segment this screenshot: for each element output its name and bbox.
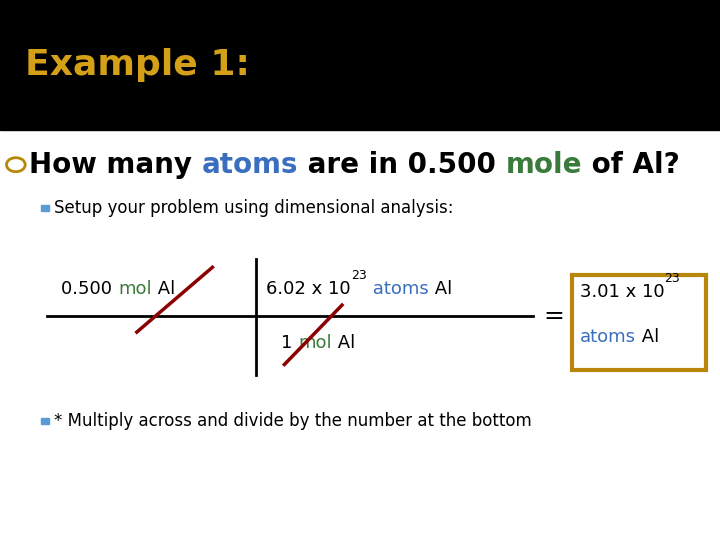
Text: mole: mole	[505, 151, 582, 179]
Text: 0.500: 0.500	[61, 280, 118, 299]
Text: How many: How many	[29, 151, 202, 179]
Text: 1: 1	[281, 334, 298, 352]
Text: atoms: atoms	[202, 151, 298, 179]
Bar	[41, 205, 49, 211]
Text: Setup your problem using dimensional analysis:: Setup your problem using dimensional ana…	[54, 199, 454, 217]
Text: 6.02 x 10: 6.02 x 10	[266, 280, 351, 298]
Text: of Al?: of Al?	[582, 151, 680, 179]
Text: atoms: atoms	[366, 280, 428, 298]
Text: mol: mol	[298, 334, 331, 352]
Text: * Multiply across and divide by the number at the bottom: * Multiply across and divide by the numb…	[54, 412, 532, 430]
Text: Example 1:: Example 1:	[25, 48, 250, 82]
Text: atoms: atoms	[580, 328, 636, 347]
Text: =: =	[544, 304, 564, 328]
Text: Al: Al	[428, 280, 451, 298]
Text: are in 0.500: are in 0.500	[298, 151, 505, 179]
Bar	[0, 0, 720, 130]
Text: Al: Al	[152, 280, 175, 299]
Text: Al: Al	[331, 334, 355, 352]
Text: 3.01 x 10: 3.01 x 10	[580, 282, 665, 301]
Text: 23: 23	[665, 272, 680, 285]
Text: mol: mol	[118, 280, 152, 299]
Bar	[572, 275, 706, 370]
Text: 23: 23	[351, 269, 366, 282]
Text: Al: Al	[636, 328, 659, 347]
Bar	[41, 418, 49, 424]
